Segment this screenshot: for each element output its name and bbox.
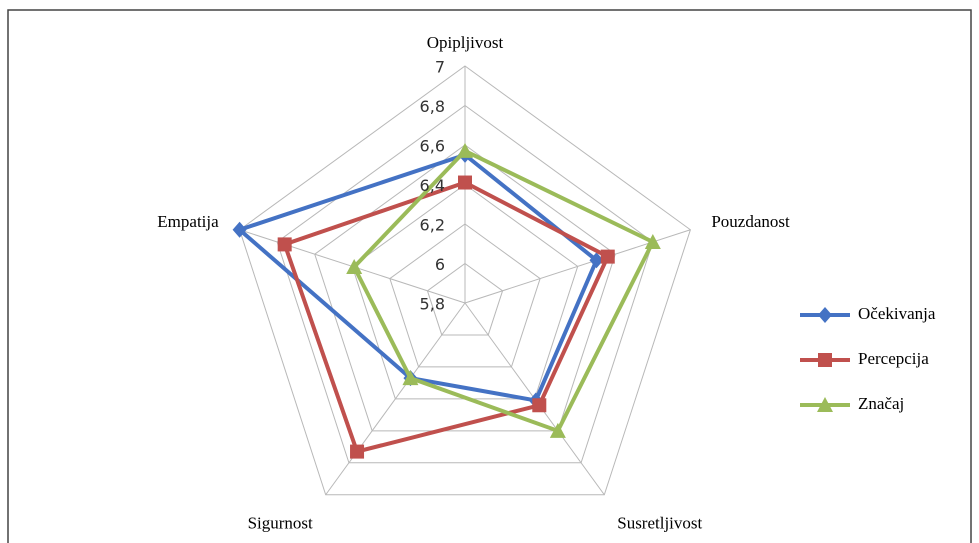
series-line <box>282 180 611 454</box>
point <box>346 258 363 274</box>
point <box>350 444 365 459</box>
r-tick-label: 6,6 <box>420 137 445 156</box>
chart-frame <box>7 9 972 543</box>
point <box>532 398 547 413</box>
point <box>589 252 604 269</box>
r-tick-label: 6,2 <box>420 216 445 235</box>
category-label: Pouzdanost <box>711 212 790 231</box>
legend-label: Značaj <box>858 394 904 413</box>
category-label: Sigurnost <box>248 513 313 532</box>
series-line <box>351 148 656 434</box>
point <box>549 422 566 438</box>
plot <box>232 142 661 459</box>
point <box>457 142 473 158</box>
category-label: Empatija <box>157 212 219 231</box>
point <box>232 221 247 238</box>
series-line <box>235 152 599 403</box>
point <box>600 249 615 264</box>
point <box>458 175 472 190</box>
category-label: Susretljivost <box>617 513 702 532</box>
point <box>817 397 833 412</box>
r-tick-label: 6 <box>435 255 445 274</box>
point <box>644 233 661 249</box>
grid-line <box>389 223 541 368</box>
point <box>818 353 832 367</box>
point <box>818 307 832 323</box>
grid-line <box>276 104 654 464</box>
spoke <box>325 302 466 496</box>
grid-line <box>314 144 616 432</box>
grid-line <box>426 262 504 336</box>
point <box>402 370 419 386</box>
category-label: Opipljivost <box>427 33 504 52</box>
r-tick-label: 6,4 <box>420 176 445 195</box>
grid-line <box>239 65 691 496</box>
r-tick-label: 7 <box>435 58 445 77</box>
r-tick-label: 6,8 <box>420 97 445 116</box>
legend-label: Očekivanja <box>858 304 936 323</box>
legend-label: Percepcija <box>858 349 929 368</box>
point <box>277 237 292 252</box>
r-tick-label: 5,8 <box>420 295 445 314</box>
